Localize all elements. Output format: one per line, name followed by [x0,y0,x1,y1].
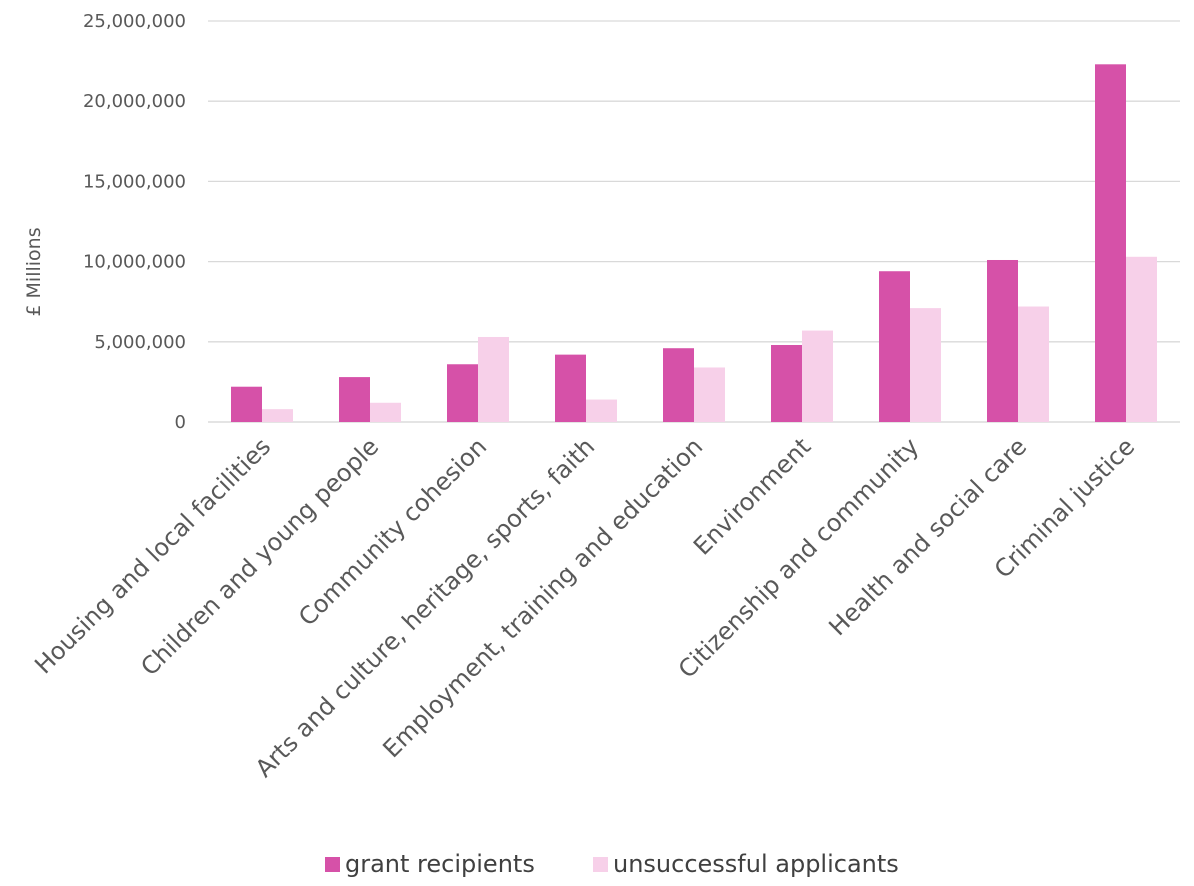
y-tick-label: 20,000,000 [83,91,186,112]
bar-unsuccessful-applicants [910,308,941,422]
y-axis-tick-labels: 0 5,000,000 10,000,000 15,000,000 20,000,000… [83,11,186,433]
legend-label: unsuccessful applicants [613,850,899,878]
bar-unsuccessful-applicants [1126,256,1157,422]
y-tick-label: 15,000,000 [83,171,186,192]
x-category-label: Health and social care [823,432,1032,641]
bar-grant-recipients [555,354,586,422]
bar-unsuccessful-applicants [586,399,617,422]
bar-grant-recipients [447,364,478,422]
x-category-label: Housing and local facilities [29,432,276,679]
bar-grant-recipients [663,348,694,422]
y-tick-label: 5,000,000 [94,332,186,353]
bar-grant-recipients [1095,64,1126,423]
legend-swatch [325,857,340,872]
bar-unsuccessful-applicants [694,367,725,422]
bar-grant-recipients [987,259,1018,422]
bar-unsuccessful-applicants [802,330,833,422]
bar-unsuccessful-applicants [370,402,401,422]
legend: grant recipients unsuccessful applicants [325,850,899,878]
bar-unsuccessful-applicants [478,336,509,422]
bar-grant-recipients [771,345,802,422]
x-category-label: Community cohesion [293,432,492,631]
legend-swatch [593,857,608,872]
bar-grant-recipients [339,377,370,422]
bars [231,64,1157,423]
y-tick-label: 0 [175,412,186,433]
y-tick-label: 10,000,000 [83,252,186,273]
bar-unsuccessful-applicants [262,409,293,422]
legend-label: grant recipients [345,850,535,878]
y-tick-label: 25,000,000 [83,11,186,32]
bar-grant-recipients [879,271,910,422]
bar-grant-recipients [231,386,262,422]
y-axis-title: £ Millions [23,227,45,316]
bar-unsuccessful-applicants [1018,306,1049,422]
